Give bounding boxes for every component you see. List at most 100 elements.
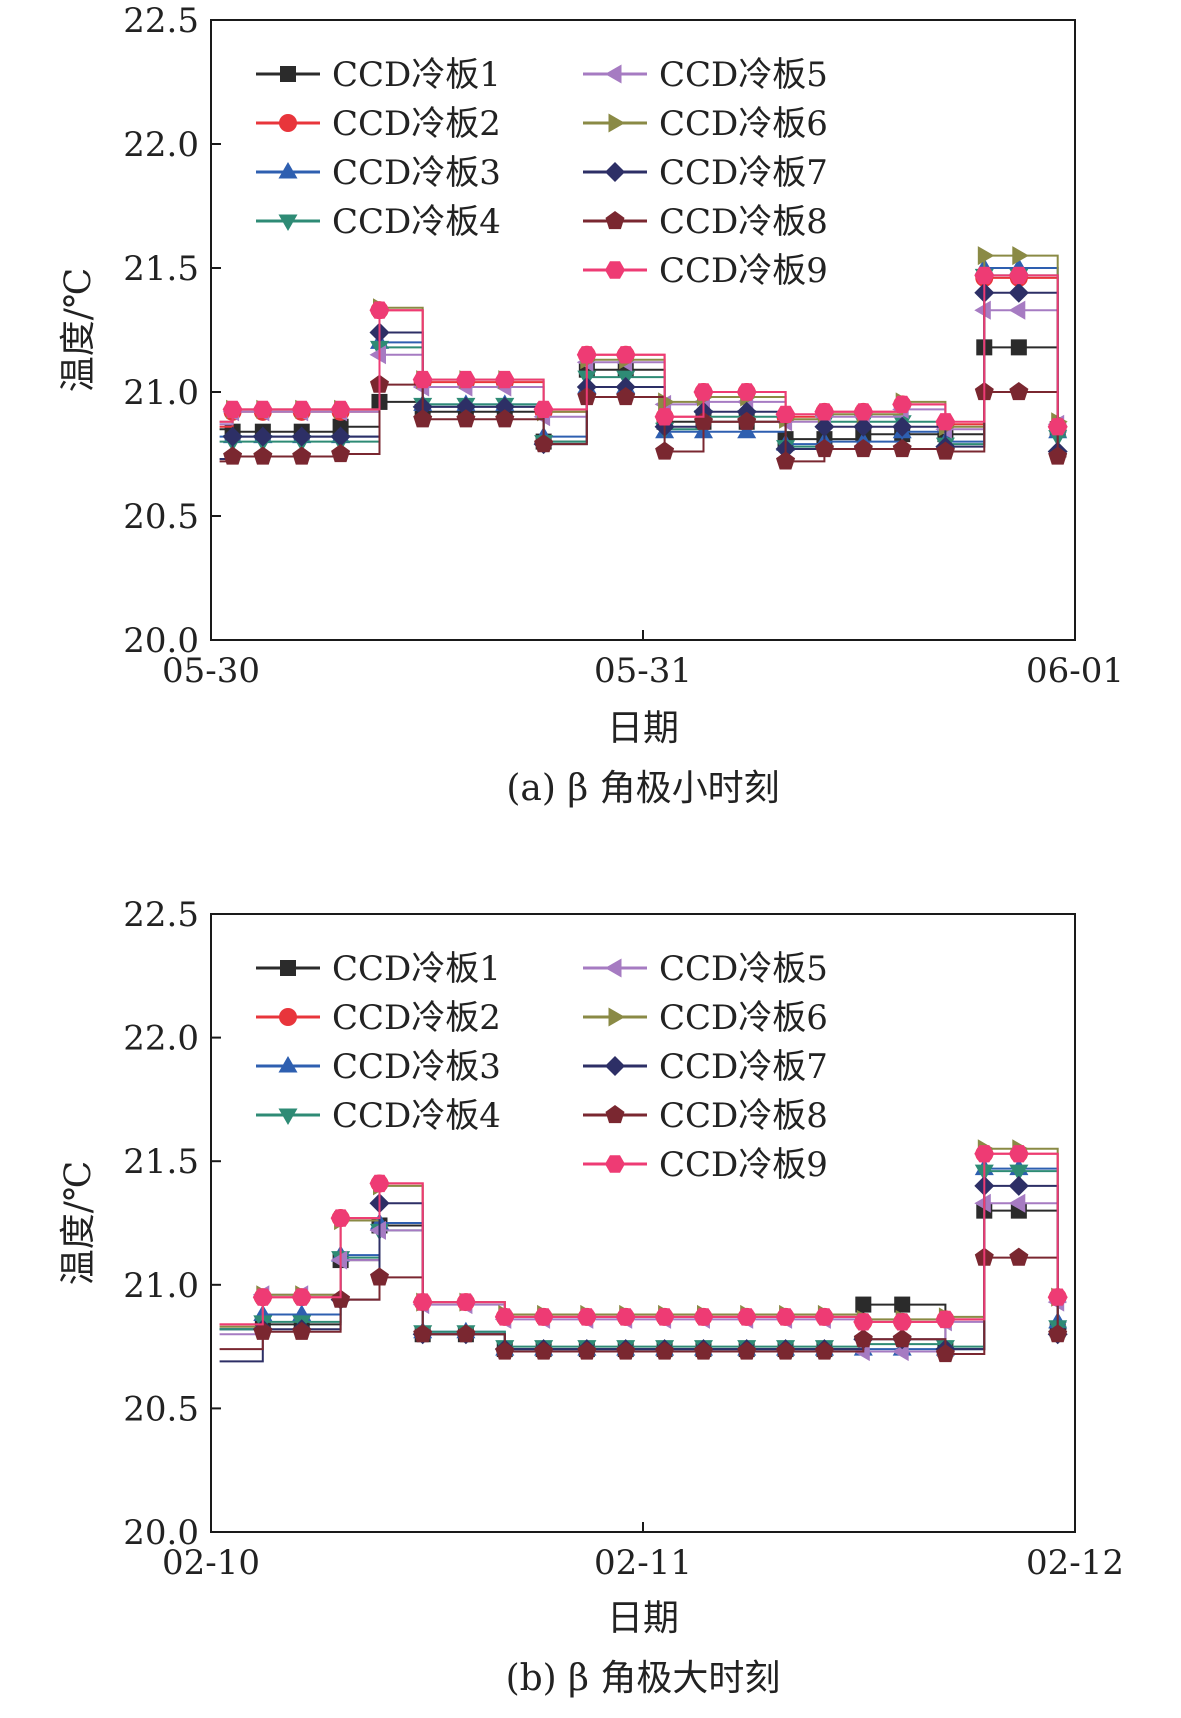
legend: CCD冷板1 CCD冷板2 CCD冷板3 CCD冷板4 CCD冷板5 CCD冷板6 CCD冷… [256,949,828,1185]
y-tick-label: 22.0 [123,1019,199,1059]
data-point [814,439,834,458]
legend-label: CCD冷板7 [659,1047,828,1087]
data-point [616,1341,636,1360]
legend-item: CCD冷板6 [583,104,828,144]
data-point [252,400,273,418]
y-tick-label: 22.5 [123,1,199,41]
data-point [331,444,351,463]
y-tick-label: 20.0 [123,1513,199,1553]
data-point [369,301,390,319]
data-point [533,400,554,418]
data-point [894,1296,911,1313]
data-point [776,451,796,470]
data-point [253,1321,273,1340]
legend-marker [278,162,298,179]
legend-marker [278,214,298,231]
data-point [977,246,995,266]
data-point [1009,1247,1029,1266]
legend-marker [280,66,296,82]
data-point [935,1344,955,1363]
legend-marker [278,1056,298,1073]
data-point [252,1288,273,1306]
legend-label: CCD冷板2 [332,998,501,1038]
data-point [369,1220,386,1240]
series-line [219,254,1067,428]
legend-item: CCD冷板1 [256,949,501,989]
data-point [495,409,515,428]
legend-item: CCD冷板5 [583,55,828,95]
legend: CCD冷板1 CCD冷板2 CCD冷板3 CCD冷板4 CCD冷板5 CCD冷板6 CCD冷… [256,55,828,291]
data-point [330,400,351,418]
legend-label: CCD冷板8 [659,202,828,242]
legend-marker [605,1056,625,1076]
legend-item: CCD冷板4 [256,202,501,242]
legend-item: CCD冷板7 [583,153,828,193]
data-point [576,1308,597,1326]
data-point [222,426,243,447]
data-point [330,426,351,447]
data-point [412,370,433,389]
x-axis-label: 日期 [607,1598,679,1639]
legend-item: CCD冷板2 [256,104,501,144]
data-point [495,1341,515,1360]
legend-marker [605,1105,625,1124]
data-point [291,400,312,418]
data-point [413,1324,433,1343]
data-point [814,416,835,437]
data-point [974,266,995,285]
legend-label: CCD冷板1 [332,55,501,95]
data-point [1047,418,1068,436]
data-point [694,1341,713,1360]
x-tick-label: 06-01 [1026,651,1124,691]
data-point [654,408,675,426]
data-point [814,403,835,421]
data-point [974,1193,991,1213]
legend-label: CCD冷板9 [659,251,828,291]
data-point [330,1209,351,1227]
data-point [223,446,243,465]
data-point [291,426,312,447]
legend-label: CCD冷板4 [332,202,501,242]
y-tick-label: 20.0 [123,621,199,661]
data-point [737,411,757,430]
data-point [775,1308,796,1326]
series-1 [219,1202,1067,1358]
data-point [737,1341,757,1360]
y-axis-label: 温度/℃ [58,268,99,392]
data-point [1010,339,1027,356]
data-point [369,345,386,365]
data-point [291,1288,312,1306]
legend-label: CCD冷板5 [659,949,828,989]
legend-marker [279,1008,297,1026]
data-point [330,1250,348,1270]
data-point [616,387,636,406]
legend-label: CCD冷板9 [659,1145,828,1185]
data-point [494,396,515,417]
data-point [737,421,757,439]
data-point [222,400,243,418]
legend-marker [605,958,622,978]
data-point [455,370,476,389]
data-point [935,413,956,431]
legend-item: CCD冷板5 [583,949,828,989]
data-point [853,416,874,437]
legend-label: CCD冷板3 [332,153,501,193]
data-point [853,1313,874,1331]
y-tick-label: 21.5 [123,249,199,289]
data-point [1008,266,1029,285]
legend-label: CCD冷板6 [659,998,828,1038]
legend-item: CCD冷板9 [583,251,828,291]
data-point [892,416,913,437]
data-point [292,446,312,465]
data-point [456,1324,476,1343]
data-point [494,370,515,389]
data-point [370,1267,389,1286]
data-point [369,1174,390,1193]
data-point [654,1308,675,1326]
legend-item: CCD冷板7 [583,1047,828,1087]
chart-panel-1: 20.0 20.5 21.0 21.5 22.0 22.5 05-30 05-31 06-01 日… [58,1,1124,809]
series-9 [219,1145,1068,1331]
data-point [331,1289,351,1308]
data-point [935,1310,956,1329]
